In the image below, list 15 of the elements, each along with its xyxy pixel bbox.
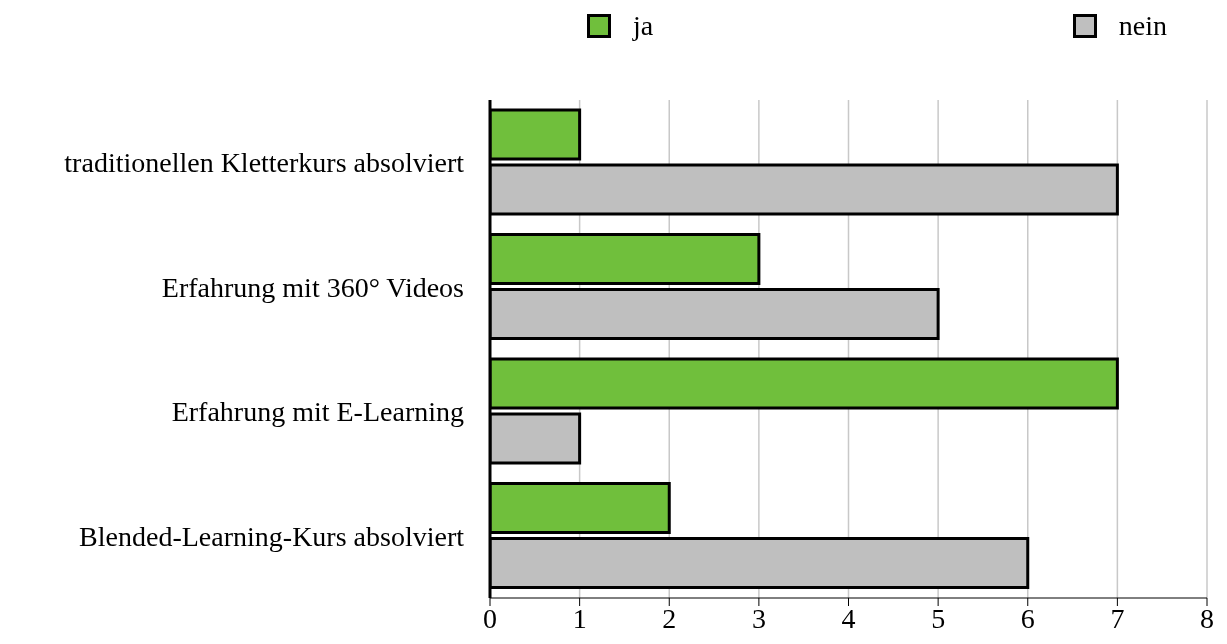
legend-label: nein [1118, 10, 1167, 42]
x-tick-label: 7 [1110, 602, 1125, 634]
x-tick-label: 3 [751, 602, 766, 634]
x-tick-label: 4 [841, 602, 856, 634]
x-tick-label: 8 [1200, 602, 1214, 634]
y-tick-label: traditionellen Kletterkurs absolviert [64, 147, 465, 179]
y-tick-label: Blended-Learning-Kurs absolviert [79, 520, 465, 552]
y-tick-label: Erfahrung mit E-Learning [171, 396, 464, 428]
x-tick-label: 0 [483, 602, 497, 634]
x-tick-label: 5 [931, 602, 946, 634]
legend-label: ja [633, 10, 654, 42]
x-tick-label: 6 [1020, 602, 1035, 634]
y-tick-label: Erfahrung mit 360° Videos [161, 271, 464, 303]
x-tick-label: 1 [572, 602, 587, 634]
x-tick-label: 2 [662, 602, 677, 634]
